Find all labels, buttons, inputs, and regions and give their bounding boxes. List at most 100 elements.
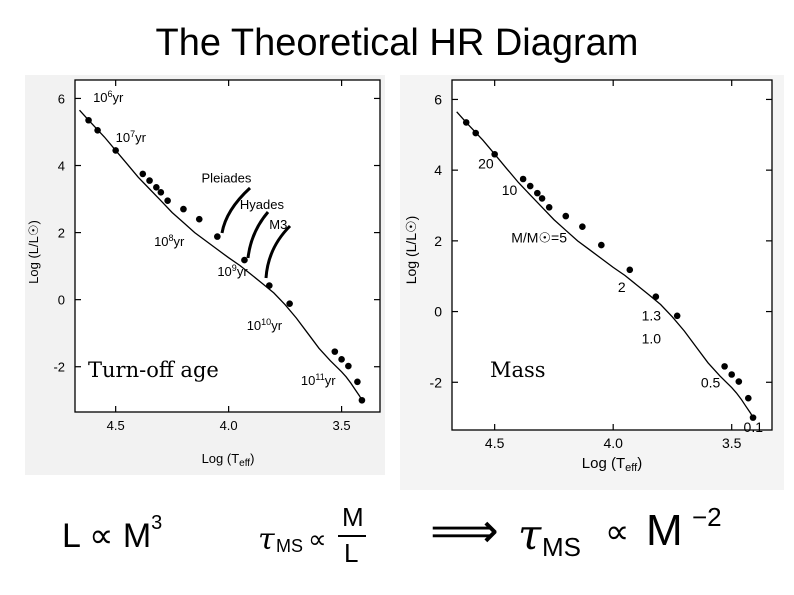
data-point bbox=[358, 396, 366, 404]
data-point bbox=[735, 378, 743, 385]
fraction-numerator: M bbox=[342, 502, 364, 532]
tau-symbol: τ bbox=[518, 510, 542, 559]
data-point bbox=[112, 147, 119, 154]
luminosity-mass-relation: L ∝ M3 bbox=[62, 512, 162, 556]
x-tick-label: 4.5 bbox=[107, 418, 125, 433]
data-point bbox=[519, 175, 527, 183]
pleiades-isochrone bbox=[220, 186, 252, 234]
x-tick-label: 4.5 bbox=[485, 435, 505, 451]
formula-exponent: −2 bbox=[692, 502, 722, 532]
data-point bbox=[94, 127, 101, 134]
data-point bbox=[579, 223, 586, 231]
fraction-bar bbox=[338, 535, 366, 537]
curve-annotation: 1.0 bbox=[642, 330, 662, 346]
fraction-denominator: L bbox=[344, 538, 359, 568]
data-point bbox=[180, 205, 187, 213]
curve-annotation: 1010yr bbox=[247, 317, 283, 333]
y-axis-label: Log (L/L☉) bbox=[26, 220, 41, 284]
data-point bbox=[538, 195, 546, 202]
y-tick-label: -2 bbox=[53, 360, 65, 375]
tau-subscript: MS bbox=[542, 532, 581, 562]
data-point bbox=[749, 414, 757, 421]
data-point bbox=[331, 348, 339, 355]
turnoff-age-panel: 4.5 4.0 3.5 6 4 2 0 -2 106yr 107yr Pleiades Hyades… bbox=[25, 75, 385, 475]
data-point bbox=[721, 363, 728, 370]
y-tick-label: -2 bbox=[430, 374, 443, 390]
x-tick-label: 3.5 bbox=[333, 418, 351, 433]
data-point bbox=[545, 203, 553, 211]
formula-base: M bbox=[646, 506, 683, 555]
data-point bbox=[534, 189, 541, 197]
curve-annotation: M3 bbox=[269, 217, 287, 232]
data-point bbox=[164, 197, 171, 205]
data-point bbox=[195, 215, 203, 223]
m3-isochrone bbox=[264, 224, 292, 279]
data-points bbox=[462, 119, 757, 421]
curve-annotation: 20 bbox=[478, 155, 494, 171]
data-point bbox=[462, 119, 470, 126]
lifetime-mass-relation: ⟹ τ MS ∝ M −2 bbox=[430, 502, 760, 566]
y-tick-label: 4 bbox=[58, 159, 65, 174]
curve-annotation: 1011yr bbox=[301, 372, 336, 388]
hyades-isochrone bbox=[246, 211, 270, 259]
curve-annotation: Pleiades bbox=[202, 170, 252, 185]
curve-annotation: 107yr bbox=[116, 129, 147, 145]
x-tick-label: 4.0 bbox=[220, 418, 238, 433]
y-tick-label: 0 bbox=[434, 304, 442, 320]
main-sequence-curve bbox=[456, 111, 754, 418]
data-point bbox=[214, 233, 221, 240]
data-point bbox=[626, 266, 634, 274]
data-point bbox=[598, 241, 605, 249]
curve-annotation: 1.3 bbox=[642, 307, 662, 323]
y-tick-label: 0 bbox=[58, 293, 65, 308]
data-point bbox=[265, 282, 273, 289]
data-point bbox=[139, 170, 147, 178]
data-point bbox=[157, 189, 165, 196]
series-line bbox=[456, 111, 754, 418]
plot-frame bbox=[74, 79, 381, 413]
data-point bbox=[286, 300, 293, 307]
data-point bbox=[472, 129, 480, 137]
curve-annotation: 0.5 bbox=[701, 375, 721, 391]
turnoff-age-label: Turn-off age bbox=[88, 358, 219, 382]
curve-annotation: 0.1 bbox=[744, 419, 764, 435]
data-points bbox=[85, 116, 366, 404]
data-point bbox=[673, 312, 681, 320]
curve-annotation: 2 bbox=[618, 279, 626, 295]
x-tick-label: 3.5 bbox=[722, 435, 742, 451]
curve-annotations: 20 10 M/M☉=5 2 1.3 1.0 0.5 0.1 bbox=[478, 155, 763, 434]
x-tick-label: 4.0 bbox=[603, 435, 623, 451]
y-tick-label: 2 bbox=[58, 226, 65, 241]
lifetime-ratio-formula: τ MS ∝ M L bbox=[258, 502, 378, 572]
isochrone-curves bbox=[220, 186, 292, 279]
tau-symbol: τ bbox=[258, 522, 275, 557]
formula-exponent: 3 bbox=[151, 512, 163, 534]
plot-frame bbox=[451, 79, 773, 431]
curve-annotation: Hyades bbox=[240, 197, 285, 212]
data-point bbox=[146, 177, 153, 184]
data-point bbox=[345, 362, 352, 370]
data-point bbox=[338, 356, 345, 363]
data-point bbox=[562, 212, 570, 220]
proportional-symbol: ∝ bbox=[605, 513, 630, 551]
data-point bbox=[491, 150, 498, 158]
y-tick-label: 2 bbox=[434, 233, 442, 249]
data-point bbox=[728, 371, 736, 378]
curve-annotation: 10 bbox=[502, 182, 518, 198]
y-tick-label: 4 bbox=[434, 162, 442, 178]
curve-annotation: 109yr bbox=[217, 263, 248, 279]
data-point bbox=[241, 256, 248, 264]
y-axis-label: Log (L/L☉) bbox=[403, 216, 419, 285]
data-point bbox=[354, 378, 361, 386]
main-sequence-curve bbox=[79, 109, 363, 401]
curve-annotation: 108yr bbox=[154, 233, 185, 249]
data-point bbox=[153, 184, 160, 191]
mass-label: Mass bbox=[490, 358, 546, 382]
data-point bbox=[652, 293, 660, 301]
tau-subscript: MS bbox=[276, 536, 303, 556]
implies-arrow: ⟹ bbox=[430, 505, 499, 558]
series-line bbox=[79, 109, 363, 401]
